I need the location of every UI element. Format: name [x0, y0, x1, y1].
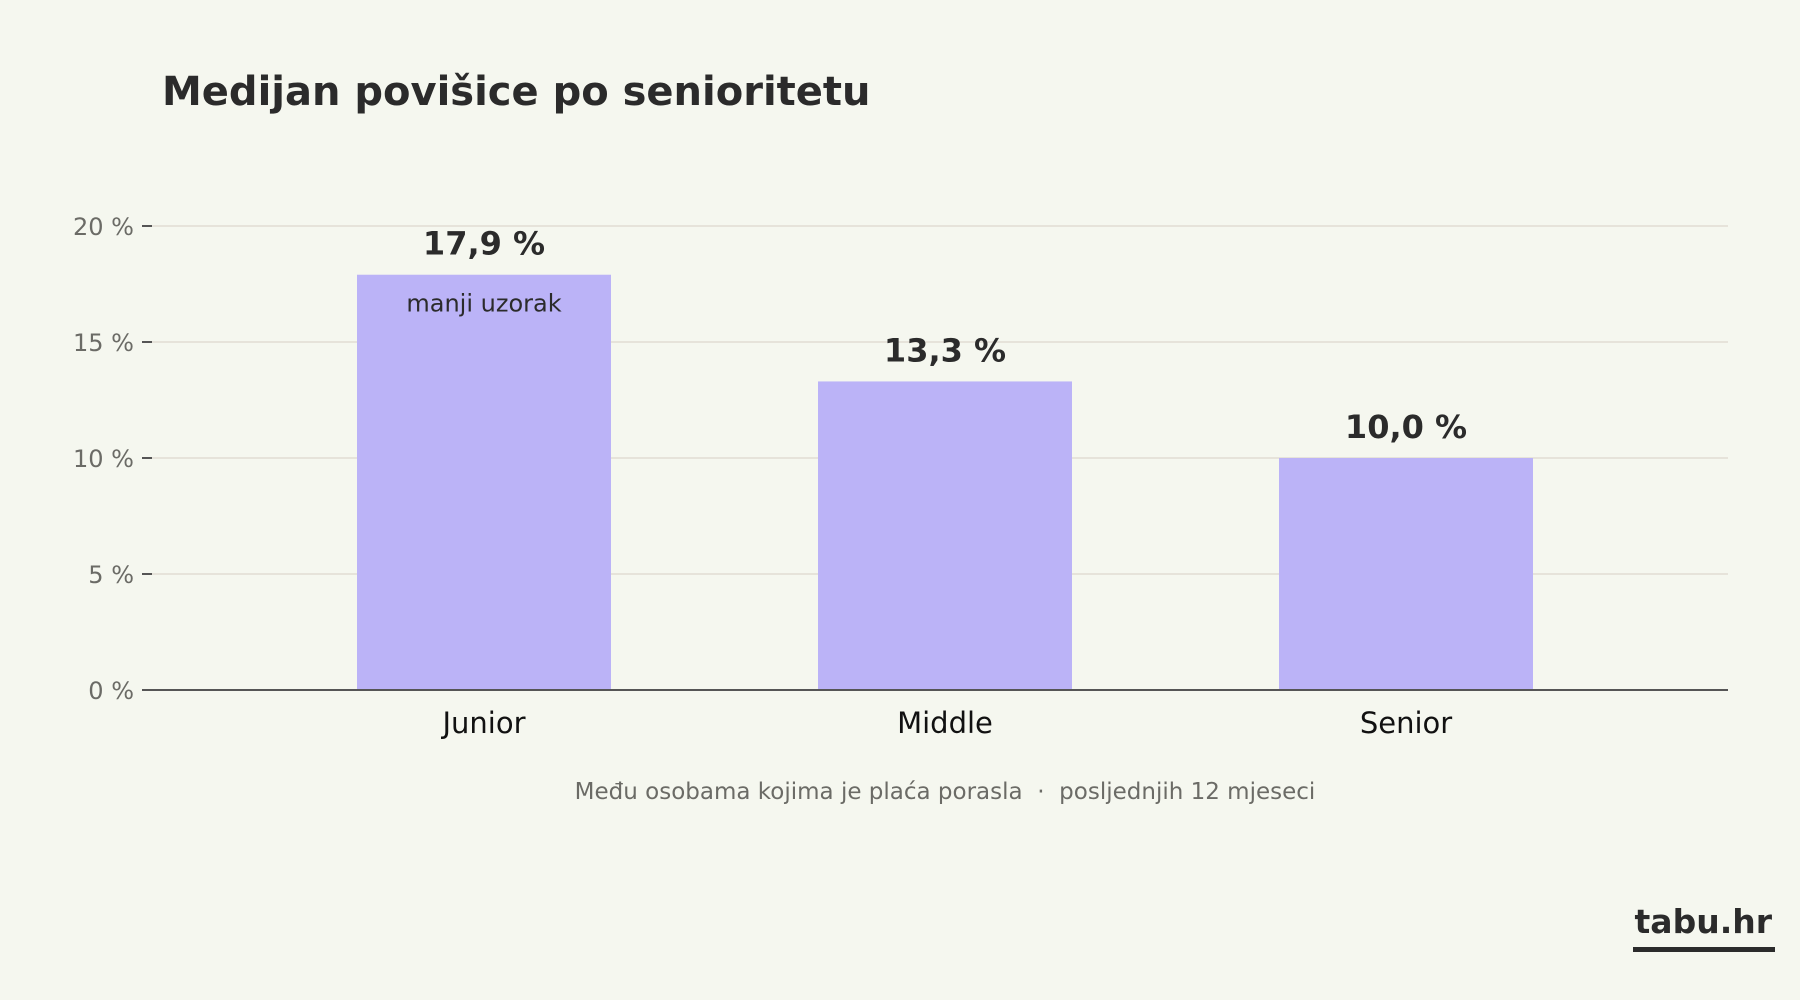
value-label-senior: 10,0 %: [1345, 408, 1467, 446]
y-tick-label: 20 %: [73, 213, 134, 241]
value-labels: 17,9 % 13,3 % 10,0 % manji uzorak: [406, 225, 1467, 446]
x-tick-label-senior: Senior: [1360, 706, 1452, 740]
brand-underline: [1633, 947, 1775, 952]
bar-junior: [357, 274, 611, 690]
value-label-junior: 17,9 %: [423, 225, 545, 263]
bar-middle: [818, 381, 1072, 690]
bar-annotation: manji uzorak: [406, 290, 561, 318]
chart-caption: Među osobama kojima je plaća porasla · p…: [575, 779, 1316, 805]
bars: [357, 274, 1533, 690]
y-tick-label: 5 %: [88, 561, 134, 589]
bar-senior: [1279, 458, 1533, 690]
x-tick-label-middle: Middle: [897, 706, 993, 740]
value-label-middle: 13,3 %: [884, 331, 1006, 369]
y-tick-label: 0 %: [88, 677, 134, 705]
brand-logo: tabu.hr: [1635, 902, 1773, 941]
y-tick-label: 10 %: [73, 445, 134, 473]
chart-title: Medijan povišice po senioritetu: [162, 69, 871, 115]
x-axis: Junior Middle Senior: [152, 689, 1728, 740]
x-tick-label-junior: Junior: [440, 706, 525, 740]
y-axis: 0 % 5 % 10 % 15 % 20 %: [73, 213, 152, 705]
y-tick-label: 15 %: [73, 329, 134, 357]
